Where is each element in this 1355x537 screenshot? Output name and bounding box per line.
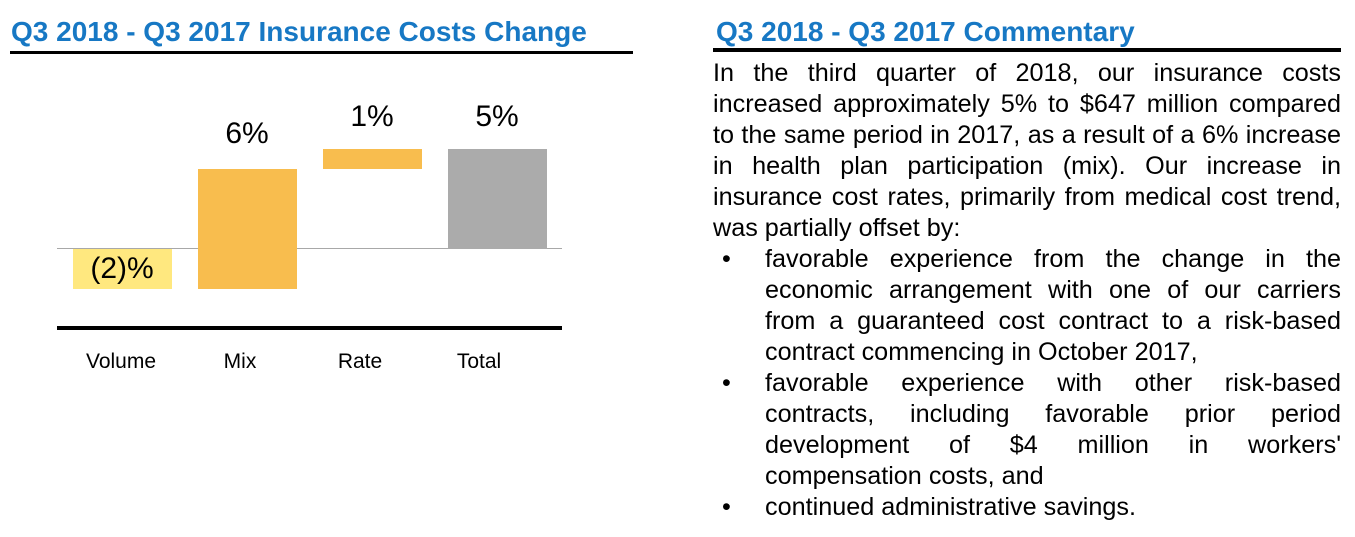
data-label-volume: (2)% <box>90 252 154 285</box>
data-label-rate: 1% <box>350 100 394 133</box>
category-label-total: Total <box>456 350 502 373</box>
commentary-bullet-item: • favorable experience from the change in… <box>713 244 1341 368</box>
bullet-text: favorable experience with other risk-bas… <box>765 369 1341 490</box>
category-label-volume: Volume <box>85 350 157 373</box>
zero-baseline <box>57 248 562 249</box>
commentary-body: In the third quarter of 2018, our insura… <box>713 58 1341 523</box>
chart-panel-title: Q3 2018 - Q3 2017 Insurance Costs Change <box>11 16 587 47</box>
x-axis-line <box>57 326 562 330</box>
bullet-icon: • <box>722 369 731 397</box>
data-label-mix: 6% <box>225 117 269 150</box>
bullet-icon: • <box>722 245 731 273</box>
chart-title-rule <box>10 51 633 54</box>
waterfall-bar-mix <box>197 169 297 289</box>
waterfall-bar-volume <box>72 249 172 289</box>
waterfall-bar-rate <box>322 149 422 169</box>
commentary-bullet-list: • favorable experience from the change in… <box>713 244 1341 523</box>
commentary-paragraph: In the third quarter of 2018, our insura… <box>713 59 1341 242</box>
bullet-icon: • <box>722 493 731 521</box>
commentary-panel-title: Q3 2018 - Q3 2017 Commentary <box>716 16 1135 47</box>
category-label-mix: Mix <box>223 350 257 373</box>
waterfall-bar-total <box>447 149 547 249</box>
data-label-total: 5% <box>475 100 519 133</box>
bullet-text: favorable experience from the change in … <box>765 245 1341 366</box>
commentary-bullet-item: • favorable experience with other risk-ba… <box>713 368 1341 492</box>
commentary-title-rule <box>713 48 1341 52</box>
bullet-text: continued administrative savings. <box>765 493 1137 521</box>
commentary-bullet-item: • continued administrative savings. <box>713 492 1341 523</box>
category-label-rate: Rate <box>337 350 383 373</box>
